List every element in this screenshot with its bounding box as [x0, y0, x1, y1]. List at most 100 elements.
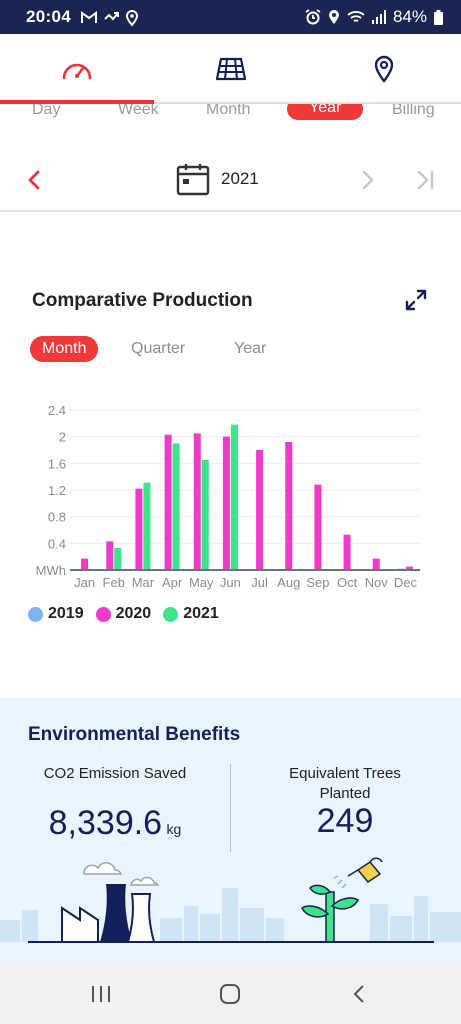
watering-can-icon: [333, 857, 383, 889]
trees-label-line1: Equivalent Trees: [289, 765, 401, 782]
x-tick-label: Oct: [337, 575, 358, 590]
ground-line: [28, 941, 434, 943]
y-tick-label: 1.2: [48, 483, 66, 498]
x-tick-label: Nov: [365, 575, 389, 590]
y-tick-label: 2: [59, 430, 66, 445]
missed-call-icon: [104, 11, 119, 20]
tab-panels[interactable]: [154, 34, 308, 104]
period-tab-day[interactable]: Day: [32, 104, 61, 118]
x-tick-label: Jun: [220, 575, 241, 590]
gmail-icon: [80, 10, 97, 23]
gauge-icon: [62, 63, 92, 80]
chart-tab-quarter[interactable]: Quarter: [131, 340, 186, 357]
bar-2021-feb[interactable]: [114, 548, 122, 570]
x-tick-label: Sep: [306, 575, 329, 590]
tab-dashboard[interactable]: [0, 34, 154, 104]
period-tab-week[interactable]: Week: [118, 104, 159, 118]
environment-illustration: [0, 857, 461, 943]
x-tick-label: Apr: [162, 575, 183, 590]
recent-apps-icon[interactable]: [90, 984, 112, 1004]
city-skyline: [0, 888, 461, 942]
legend-item-2020[interactable]: 2020: [95, 605, 152, 623]
co2-unit: kg: [166, 821, 182, 837]
bar-2020-oct[interactable]: [343, 534, 351, 570]
bar-2021-may[interactable]: [201, 460, 209, 570]
back-icon[interactable]: [350, 984, 370, 1004]
env-separator: [230, 764, 231, 852]
solar-panel-icon: [215, 57, 246, 81]
bar-2020-sep[interactable]: [314, 484, 322, 570]
x-tick-label: Feb: [103, 575, 125, 590]
legend-label-2019: 2019: [48, 605, 84, 622]
system-nav-bar: [0, 964, 461, 1024]
cloud-icon: [130, 876, 160, 886]
bar-2020-feb[interactable]: [106, 541, 114, 570]
period-tab-billing[interactable]: Billing: [392, 104, 435, 118]
legend-dot-2021: [163, 606, 179, 622]
chart-tab-year[interactable]: Year: [234, 340, 267, 357]
tab-bar-border: [154, 102, 461, 104]
trees-label-line2: Planted: [319, 785, 371, 802]
bar-2020-jun[interactable]: [222, 436, 230, 570]
top-tab-bar: [0, 34, 461, 104]
home-icon[interactable]: [219, 984, 241, 1004]
bar-2020-nov[interactable]: [372, 558, 380, 570]
location-pin-icon: [125, 9, 138, 26]
co2-value: 8,339.6: [48, 804, 163, 842]
chart-legend: 2019 2020 2021: [28, 605, 223, 623]
tab-location[interactable]: [307, 34, 461, 104]
y-tick-label: 2.4: [48, 403, 66, 418]
trees-block: Equivalent Trees Planted 249: [250, 764, 440, 841]
chevron-right-icon[interactable]: [360, 168, 376, 192]
location-pin-icon: [374, 55, 394, 83]
env-title: Environmental Benefits: [28, 724, 241, 745]
bar-2020-mar[interactable]: [135, 488, 143, 570]
wifi-icon: [347, 11, 365, 22]
y-tick-label: 0.4: [48, 536, 66, 551]
selected-year[interactable]: 2021: [221, 169, 259, 188]
x-tick-label: Mar: [132, 575, 155, 590]
cloud-icon: [83, 862, 123, 875]
legend-item-2019[interactable]: 2019: [28, 605, 84, 623]
environmental-benefits-card: Environmental Benefits CO2 Emission Save…: [0, 698, 461, 964]
legend-item-2021[interactable]: 2021: [163, 605, 219, 623]
battery-icon: [434, 9, 443, 25]
legend-label-2020: 2020: [115, 605, 152, 622]
location-icon: [328, 10, 339, 24]
bar-2020-dec[interactable]: [405, 566, 413, 570]
bar-2021-mar[interactable]: [143, 482, 151, 570]
y-tick-label: 0.8: [48, 510, 66, 525]
status-bar: 20:04 84%: [0, 0, 461, 34]
bar-2021-jun[interactable]: [230, 424, 238, 570]
period-tab-year[interactable]: Year: [287, 104, 364, 120]
bar-2021-apr[interactable]: [172, 443, 180, 570]
chevron-left-icon[interactable]: [24, 166, 44, 194]
chart-tab-month[interactable]: Month: [30, 336, 99, 362]
co2-label: CO2 Emission Saved: [43, 765, 187, 782]
x-tick-label: Dec: [394, 575, 418, 590]
trees-value: 249: [316, 802, 374, 840]
calendar-icon[interactable]: [176, 162, 210, 196]
chart-title: Comparative Production: [32, 290, 253, 311]
plant-icon: [301, 884, 359, 943]
legend-dot-2020: [95, 606, 111, 622]
expand-icon[interactable]: [404, 288, 428, 312]
bar-2020-jul[interactable]: [256, 450, 264, 570]
y-tick-label: 1.6: [48, 456, 66, 471]
date-selector: 2021: [0, 150, 461, 210]
alarm-icon: [305, 9, 321, 25]
bar-2020-apr[interactable]: [164, 434, 172, 570]
y-axis-unit: MWh: [36, 563, 66, 578]
period-tabs: Day Week Month Year Billing: [0, 104, 461, 128]
x-tick-label: May: [189, 575, 214, 590]
bar-2020-may[interactable]: [193, 433, 201, 570]
bar-2020-jan[interactable]: [81, 558, 89, 570]
x-tick-label: Jul: [251, 575, 268, 590]
signal-icon: [371, 10, 386, 24]
bar-2020-aug[interactable]: [285, 442, 293, 570]
skip-to-last-icon[interactable]: [416, 168, 436, 192]
co2-block: CO2 Emission Saved 8,339.6 kg: [20, 764, 210, 843]
active-tab-indicator: [0, 100, 154, 104]
period-tab-month[interactable]: Month: [206, 104, 251, 118]
factory-icon: [61, 884, 156, 943]
